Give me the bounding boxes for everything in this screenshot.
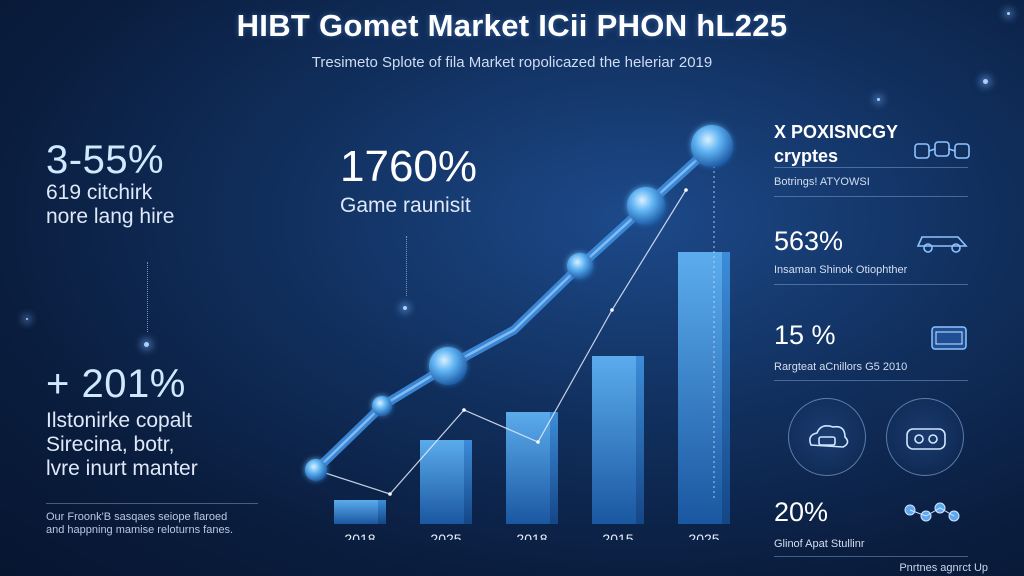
stat-value: 3-55% bbox=[46, 138, 165, 182]
page-subtitle: Tresimeto Splote of fila Market ropolica… bbox=[311, 54, 713, 71]
bar-side bbox=[464, 440, 472, 524]
crypto-chain-icon bbox=[914, 141, 970, 159]
divider bbox=[774, 167, 968, 168]
vr-headset-icon[interactable] bbox=[886, 398, 964, 476]
secondary-point bbox=[536, 440, 540, 444]
item-value: 15 % bbox=[774, 320, 836, 350]
center-callout: 1760% Game raunisit bbox=[340, 142, 477, 218]
left-stat-2: + 201% Ilstonirke copalt Sirecina, botr,… bbox=[46, 362, 198, 481]
divider bbox=[46, 503, 258, 504]
cloud-device-icon[interactable] bbox=[788, 398, 866, 476]
star-decoration bbox=[1007, 12, 1010, 15]
stat-line: Sirecina, botr, bbox=[46, 433, 175, 456]
stat-value: + 201% bbox=[46, 362, 186, 406]
secondary-line bbox=[315, 189, 687, 495]
callout-value: 1760% bbox=[340, 142, 478, 191]
bar-side bbox=[550, 412, 558, 524]
left-note: Our Froonk'B sasqaes seiope flaroed and … bbox=[46, 511, 276, 537]
calendar-box-icon bbox=[931, 326, 967, 350]
item-label: Botrings! ATYOWSI bbox=[774, 176, 870, 188]
bar-side bbox=[722, 252, 730, 524]
divider bbox=[774, 556, 968, 557]
star-decoration bbox=[877, 98, 880, 101]
stat-line: lvre inurt manter bbox=[46, 457, 198, 480]
star-decoration bbox=[144, 342, 149, 347]
network-nodes-icon bbox=[904, 502, 960, 522]
heading-line: X POXISNCGY bbox=[774, 122, 899, 142]
stat-line: Ilstonirke copalt bbox=[46, 409, 192, 432]
item-value: 563% bbox=[774, 226, 844, 256]
secondary-point bbox=[610, 308, 614, 312]
connector-line bbox=[406, 236, 407, 296]
item-label: Insaman Shinok Otiophther bbox=[774, 264, 908, 276]
callout-label: Game raunisit bbox=[340, 194, 471, 217]
note-line: and happning mamise reloturns fanes. bbox=[46, 524, 234, 536]
footer-text: Pnrtnes agnrct Up bbox=[899, 562, 988, 574]
bar bbox=[334, 500, 386, 524]
trend-marker bbox=[567, 253, 593, 279]
star-decoration bbox=[403, 306, 407, 310]
divider bbox=[774, 196, 968, 197]
divider bbox=[774, 284, 968, 285]
x-tick-label: 2018 bbox=[344, 531, 375, 540]
stat-line: 619 citchirk bbox=[46, 181, 153, 204]
bar bbox=[506, 412, 558, 524]
left-stat-1: 3-55% 619 citchirk nore lang hire bbox=[46, 138, 174, 229]
bar bbox=[420, 440, 472, 524]
trend-marker bbox=[691, 125, 733, 167]
divider bbox=[774, 380, 968, 381]
connector-line bbox=[147, 262, 148, 332]
item-label: Rargteat aCnillors G5 2010 bbox=[774, 361, 908, 373]
trend-marker bbox=[305, 459, 327, 481]
bar-side bbox=[636, 356, 644, 524]
right-heading: X POXISNCGY cryptes bbox=[774, 120, 898, 168]
item-label: Glinof Apat Stullinr bbox=[774, 538, 865, 550]
bar bbox=[678, 252, 730, 524]
growth-chart: 2018 2025 2018 2015 2025 bbox=[305, 125, 733, 540]
x-tick-label: 2015 bbox=[602, 531, 633, 540]
secondary-point bbox=[462, 408, 466, 412]
stat-line: nore lang hire bbox=[46, 205, 175, 228]
secondary-point bbox=[388, 492, 392, 496]
heading-line: cryptes bbox=[774, 146, 839, 166]
trend-marker bbox=[429, 347, 467, 385]
x-tick-label: 2018 bbox=[516, 531, 547, 540]
bar-side bbox=[378, 500, 386, 524]
item-value: 20% bbox=[774, 497, 829, 527]
trend-marker bbox=[627, 187, 665, 225]
x-tick-label: 2025 bbox=[430, 531, 461, 540]
star-decoration bbox=[26, 318, 28, 320]
star-decoration bbox=[983, 79, 988, 84]
car-icon bbox=[916, 236, 968, 253]
trend-marker bbox=[372, 396, 392, 416]
x-tick-label: 2025 bbox=[688, 531, 719, 540]
secondary-point bbox=[684, 188, 688, 192]
note-line: Our Froonk'B sasqaes seiope flaroed bbox=[46, 511, 228, 523]
page-title: HIBT Gomet Market ICii PHON hL225 bbox=[236, 8, 788, 43]
bar bbox=[592, 356, 644, 524]
